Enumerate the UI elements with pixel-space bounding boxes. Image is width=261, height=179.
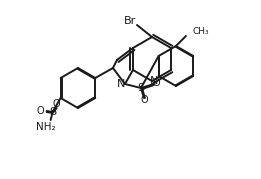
Text: O: O: [37, 106, 44, 116]
Text: NH₂: NH₂: [36, 122, 55, 132]
Text: Br: Br: [124, 16, 136, 26]
Text: N: N: [117, 79, 125, 89]
Text: N: N: [150, 76, 158, 86]
Text: O: O: [152, 78, 160, 88]
Text: S: S: [49, 107, 56, 117]
Text: O: O: [53, 99, 61, 109]
Text: CH₃: CH₃: [193, 28, 210, 37]
Text: S: S: [137, 83, 145, 93]
Text: O: O: [140, 95, 148, 105]
